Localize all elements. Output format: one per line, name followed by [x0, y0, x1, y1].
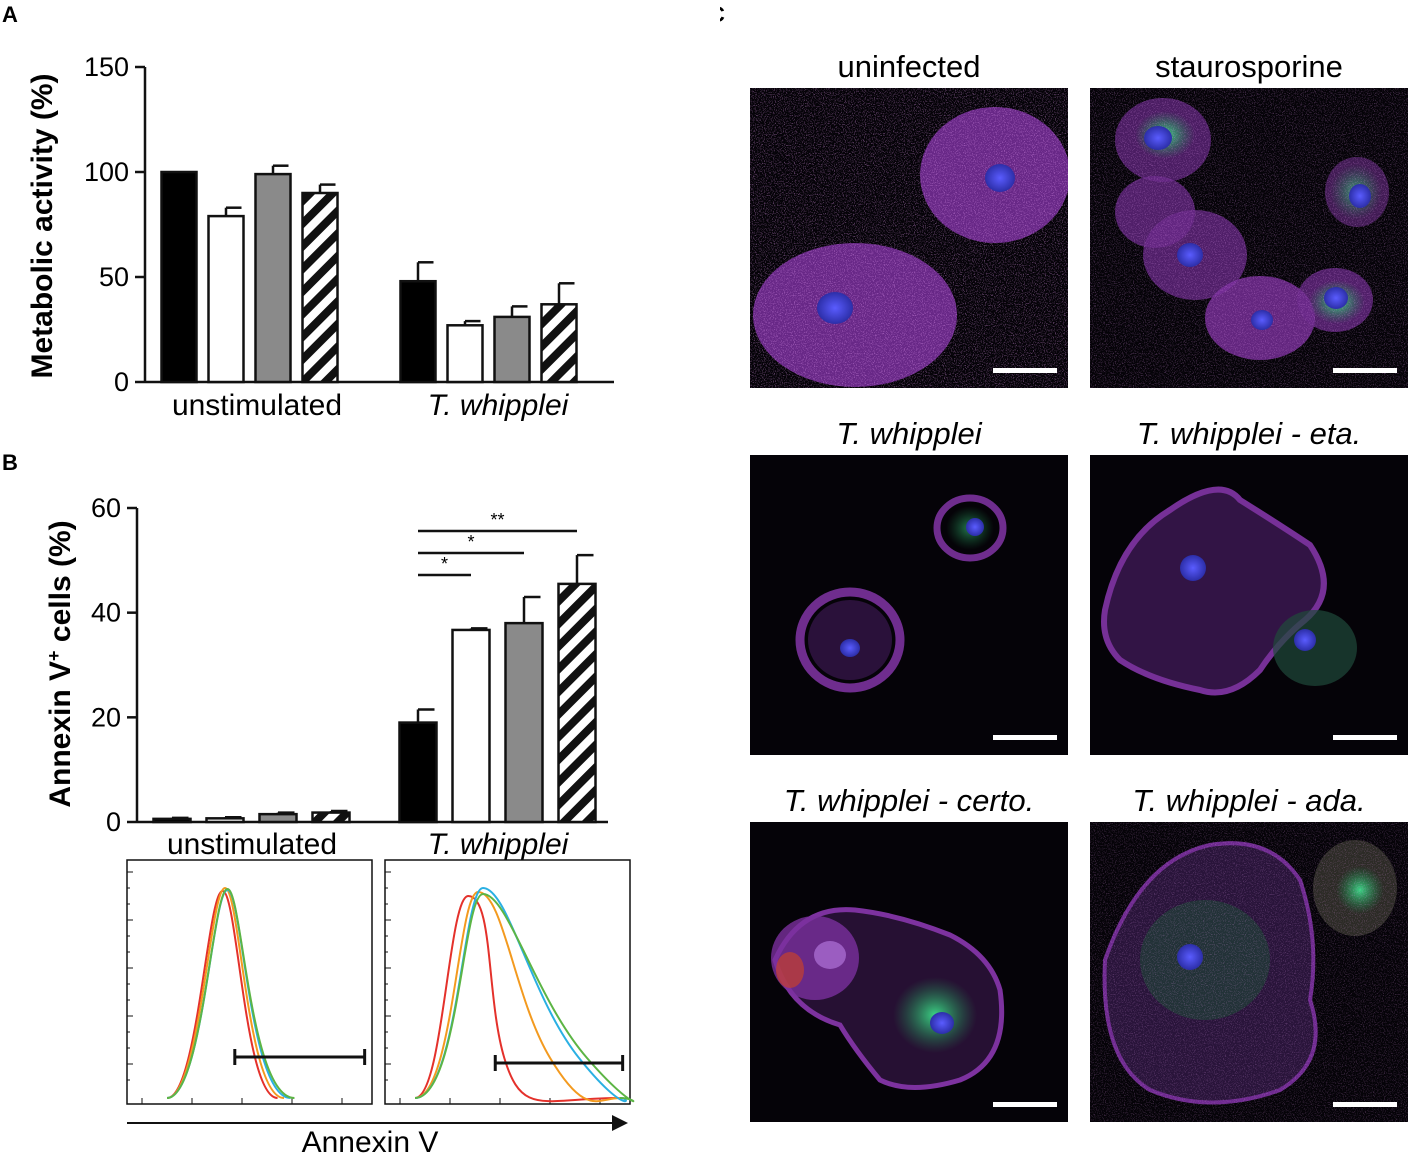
scale-bar: [993, 735, 1057, 740]
chart-b-yticks: 0 20 40 60: [91, 493, 137, 837]
histogram-unstimulated-lines: [166, 886, 295, 1099]
y-tick-label: 40: [91, 598, 121, 628]
chart-b-significance: ****: [418, 510, 577, 577]
significance-label: **: [490, 510, 504, 530]
micro-title-twhipplei-eta: T. whipplei - eta.: [1137, 416, 1362, 451]
histogram-unstimulated-ticks: [127, 871, 343, 1104]
bar-twhipplei-2: [493, 315, 531, 384]
bar-twhipplei-0: [398, 721, 438, 824]
histogram-twhipplei: [384, 859, 635, 1105]
y-tick-label: 0: [114, 367, 129, 397]
histogram-twhipplei-lines: [414, 886, 635, 1103]
chart-a-group-twhipplei: T. whipplei: [428, 389, 570, 422]
scale-bar: [1333, 368, 1397, 373]
micro-image-twhipplei-eta: [1090, 455, 1408, 755]
bar-unstimulated-1: [205, 817, 245, 824]
chart-a-metabolic-activity: Metabolic activity (%) 0 50 100 150 unstimu…: [26, 52, 614, 422]
significance-label: *: [441, 554, 448, 574]
bar-twhipplei-1: [446, 324, 484, 384]
y-tick-label: 60: [91, 493, 121, 523]
y-tick-label: 50: [99, 262, 129, 292]
scale-bar: [1333, 1102, 1397, 1107]
micro-image-uninfected: [750, 88, 1068, 388]
histogram-unstimulated-gate: [233, 1049, 367, 1065]
chart-b-bars: [152, 553, 597, 824]
significance-label: *: [467, 532, 474, 552]
scale-bar: [993, 1102, 1057, 1107]
micro-image-twhipplei-ada: [1090, 822, 1408, 1122]
hist-line-1: [414, 890, 621, 1103]
micro-title-twhipplei-ada: T. whipplei - ada.: [1132, 783, 1365, 818]
panels-a-b: A B Metabolic activity (%) 0 50 100 150 uns…: [2, 2, 635, 1156]
scale-bar: [1333, 735, 1397, 740]
micro-title-twhipplei: T. whipplei: [836, 416, 982, 451]
chart-b-group-unstimulated: unstimulated: [167, 828, 337, 861]
micro-image-staurosporine: [1090, 88, 1408, 388]
panel-letter-a: A: [2, 2, 18, 27]
chart-b-ylabel-main: Annexin V: [44, 661, 77, 808]
chart-a-bars: [160, 164, 578, 384]
scale-bar: [993, 368, 1057, 373]
chart-a-ylabel: Metabolic activity (%): [26, 73, 59, 378]
bar-unstimulated-1: [207, 214, 245, 384]
histogram-twhipplei-ticks: [385, 871, 601, 1104]
micro-image-twhipplei: [750, 455, 1068, 755]
micro-image-twhipplei-certo: [750, 822, 1068, 1122]
histogram-unstimulated-frame: [126, 859, 373, 1105]
chart-b-ylabel-rest: cells (%): [44, 520, 77, 650]
bar-twhipplei-1: [451, 628, 491, 824]
micro-title-uninfected: uninfected: [837, 49, 980, 84]
bar-unstimulated-2: [254, 172, 292, 384]
micro-title-staurosporine: staurosporine: [1155, 49, 1343, 84]
bar-twhipplei-2: [504, 621, 544, 824]
hist-line-3: [166, 887, 295, 1099]
bar-twhipplei-3: [557, 582, 597, 824]
bar-unstimulated-3: [311, 811, 351, 824]
histogram-unstimulated: [126, 859, 373, 1105]
hist-line-3: [414, 892, 635, 1103]
bar-unstimulated-3: [301, 191, 339, 384]
y-tick-label: 150: [84, 52, 129, 82]
annexin-axis-arrowhead: [612, 1115, 628, 1131]
y-tick-label: 0: [106, 807, 121, 837]
panel-letter-c: C: [720, 2, 725, 27]
chart-a-group-unstimulated: unstimulated: [172, 389, 342, 422]
hist-line-2: [414, 886, 627, 1103]
bar-unstimulated-0: [152, 817, 192, 824]
bar-twhipplei-3: [540, 303, 578, 384]
chart-a-yticks: 0 50 100 150: [84, 52, 145, 397]
histogram-twhipplei-gate: [493, 1055, 625, 1071]
y-tick-label: 20: [91, 702, 121, 732]
y-tick-label: 100: [84, 157, 129, 187]
chart-b-ylabel: Annexin V+ cells (%): [44, 520, 77, 807]
micro-title-twhipplei-certo: T. whipplei - certo.: [784, 783, 1034, 818]
bar-unstimulated-0: [160, 170, 198, 384]
panel-letter-b: B: [2, 450, 18, 475]
chart-b-ylabel-sup: +: [44, 650, 64, 661]
annexin-xlabel: Annexin V: [302, 1126, 439, 1156]
hist-line-0: [414, 894, 621, 1103]
bar-unstimulated-2: [258, 812, 298, 824]
bar-twhipplei-0: [399, 279, 437, 384]
panel-c-microscopy: C uninfected staurosporine T. whipplei T…: [720, 2, 1408, 1122]
hist-line-1: [166, 886, 285, 1099]
histogram-twhipplei-frame: [384, 859, 631, 1105]
chart-b-group-twhipplei: T. whipplei: [428, 828, 570, 861]
